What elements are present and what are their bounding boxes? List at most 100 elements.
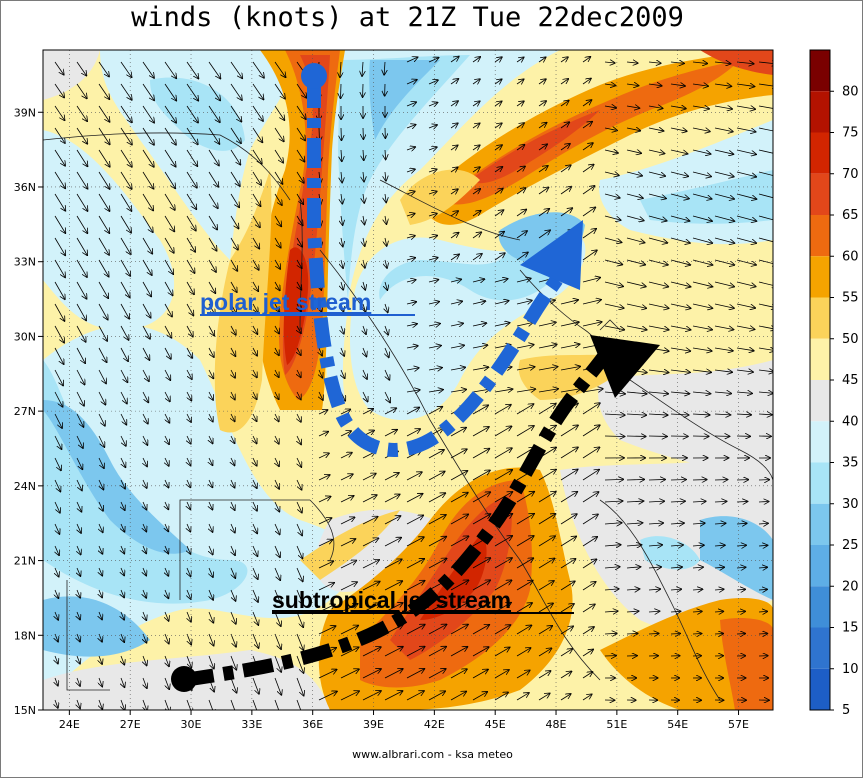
wind-vector — [143, 699, 147, 710]
wind-vector — [362, 538, 378, 547]
wind-vector — [54, 391, 63, 407]
wind-vector — [472, 492, 490, 503]
wind-vector — [209, 567, 213, 577]
wind-vector — [230, 325, 236, 335]
wind-vector — [186, 281, 194, 294]
wind-vector — [428, 169, 437, 172]
wind-vector — [670, 106, 686, 109]
wind-vector — [208, 655, 214, 668]
lon-tick-label: 30E — [181, 718, 202, 731]
wind-vector — [121, 611, 124, 620]
wind-vector — [186, 237, 195, 252]
wind-vector — [164, 699, 169, 710]
wind-vector — [736, 303, 755, 308]
wind-vector — [252, 83, 263, 99]
wind-vector — [406, 214, 415, 216]
wind-vector — [296, 149, 304, 162]
wind-vector — [560, 671, 571, 679]
wind-vector — [362, 603, 380, 613]
colorbar-swatch — [810, 50, 830, 92]
wind-vector — [296, 545, 302, 558]
wind-vector — [318, 497, 330, 503]
wind-vector — [164, 369, 170, 380]
wind-vector — [165, 611, 169, 621]
wind-vector — [208, 237, 217, 251]
wind-vector — [516, 581, 533, 591]
wind-vector — [560, 322, 579, 327]
wind-vector — [714, 281, 734, 287]
wind-vector — [76, 457, 82, 469]
colorbar-label: 25 — [842, 538, 859, 553]
wind-vector — [626, 259, 645, 265]
wind-vector — [626, 325, 647, 330]
wind-vector — [341, 149, 342, 161]
wind-vector — [626, 589, 639, 590]
wind-vector — [450, 145, 458, 150]
wind-vector — [736, 106, 755, 109]
wind-vector — [736, 171, 756, 177]
wind-vector — [516, 389, 535, 392]
wind-vector — [714, 84, 731, 86]
wind-vector — [538, 492, 556, 503]
wind-vector — [165, 479, 169, 487]
wind-vector — [385, 259, 387, 268]
wind-vector — [450, 101, 458, 106]
wind-vector — [77, 523, 81, 533]
wind-vector — [494, 670, 509, 679]
wind-vector — [208, 611, 213, 623]
colorbar-label: 40 — [842, 414, 859, 429]
wind-vector — [472, 514, 490, 525]
subtropical-jet-start-dot — [171, 666, 197, 692]
wind-vector — [341, 237, 343, 246]
wind-vector — [274, 237, 281, 248]
wind-vector — [626, 150, 641, 153]
wind-vector — [318, 453, 329, 459]
wind-vector — [626, 84, 638, 86]
wind-vector — [54, 523, 59, 534]
wind-vector — [516, 323, 533, 326]
wind-vector — [186, 325, 193, 337]
wind-vector — [516, 101, 524, 106]
wind-vector — [516, 231, 527, 239]
wind-vector — [54, 479, 60, 491]
wind-vector — [77, 501, 81, 512]
wind-vector — [516, 278, 531, 282]
wind-vector — [340, 691, 359, 701]
wind-vector — [142, 193, 153, 210]
wind-vector — [516, 625, 531, 635]
wind-vector — [230, 237, 238, 250]
lon-tick-label: 54E — [667, 718, 688, 731]
wind-vector — [582, 229, 596, 239]
wind-vector — [582, 322, 602, 327]
wind-vector — [538, 166, 548, 173]
wind-vector — [186, 127, 198, 144]
wind-vector — [231, 347, 235, 356]
wind-vector — [318, 604, 335, 613]
wind-vector — [428, 559, 446, 569]
wind-vector — [120, 61, 132, 77]
wind-vector — [186, 369, 192, 379]
colorbar-swatch — [810, 256, 830, 298]
wind-vector — [450, 301, 462, 304]
wind-vector — [626, 281, 646, 287]
wind-vector — [252, 611, 258, 625]
wind-vector — [692, 106, 709, 109]
polar-jet-label: polar jet stream — [200, 289, 371, 315]
wind-vector — [472, 580, 490, 591]
wind-vector — [582, 425, 600, 437]
wind-vector — [714, 414, 730, 415]
wind-vector — [253, 479, 257, 488]
wind-vector — [143, 567, 146, 575]
wind-vector — [604, 150, 618, 153]
wind-vector — [275, 479, 279, 489]
wind-vector — [758, 281, 773, 286]
wind-vector — [582, 403, 600, 415]
wind-vector — [274, 545, 280, 557]
plot-border — [42, 49, 774, 711]
wind-vector — [538, 389, 558, 392]
wind-vector — [560, 208, 572, 217]
wind-vector — [736, 237, 756, 243]
wind-vector — [275, 457, 279, 466]
wind-vector — [626, 633, 638, 634]
wind-vector — [142, 149, 154, 167]
